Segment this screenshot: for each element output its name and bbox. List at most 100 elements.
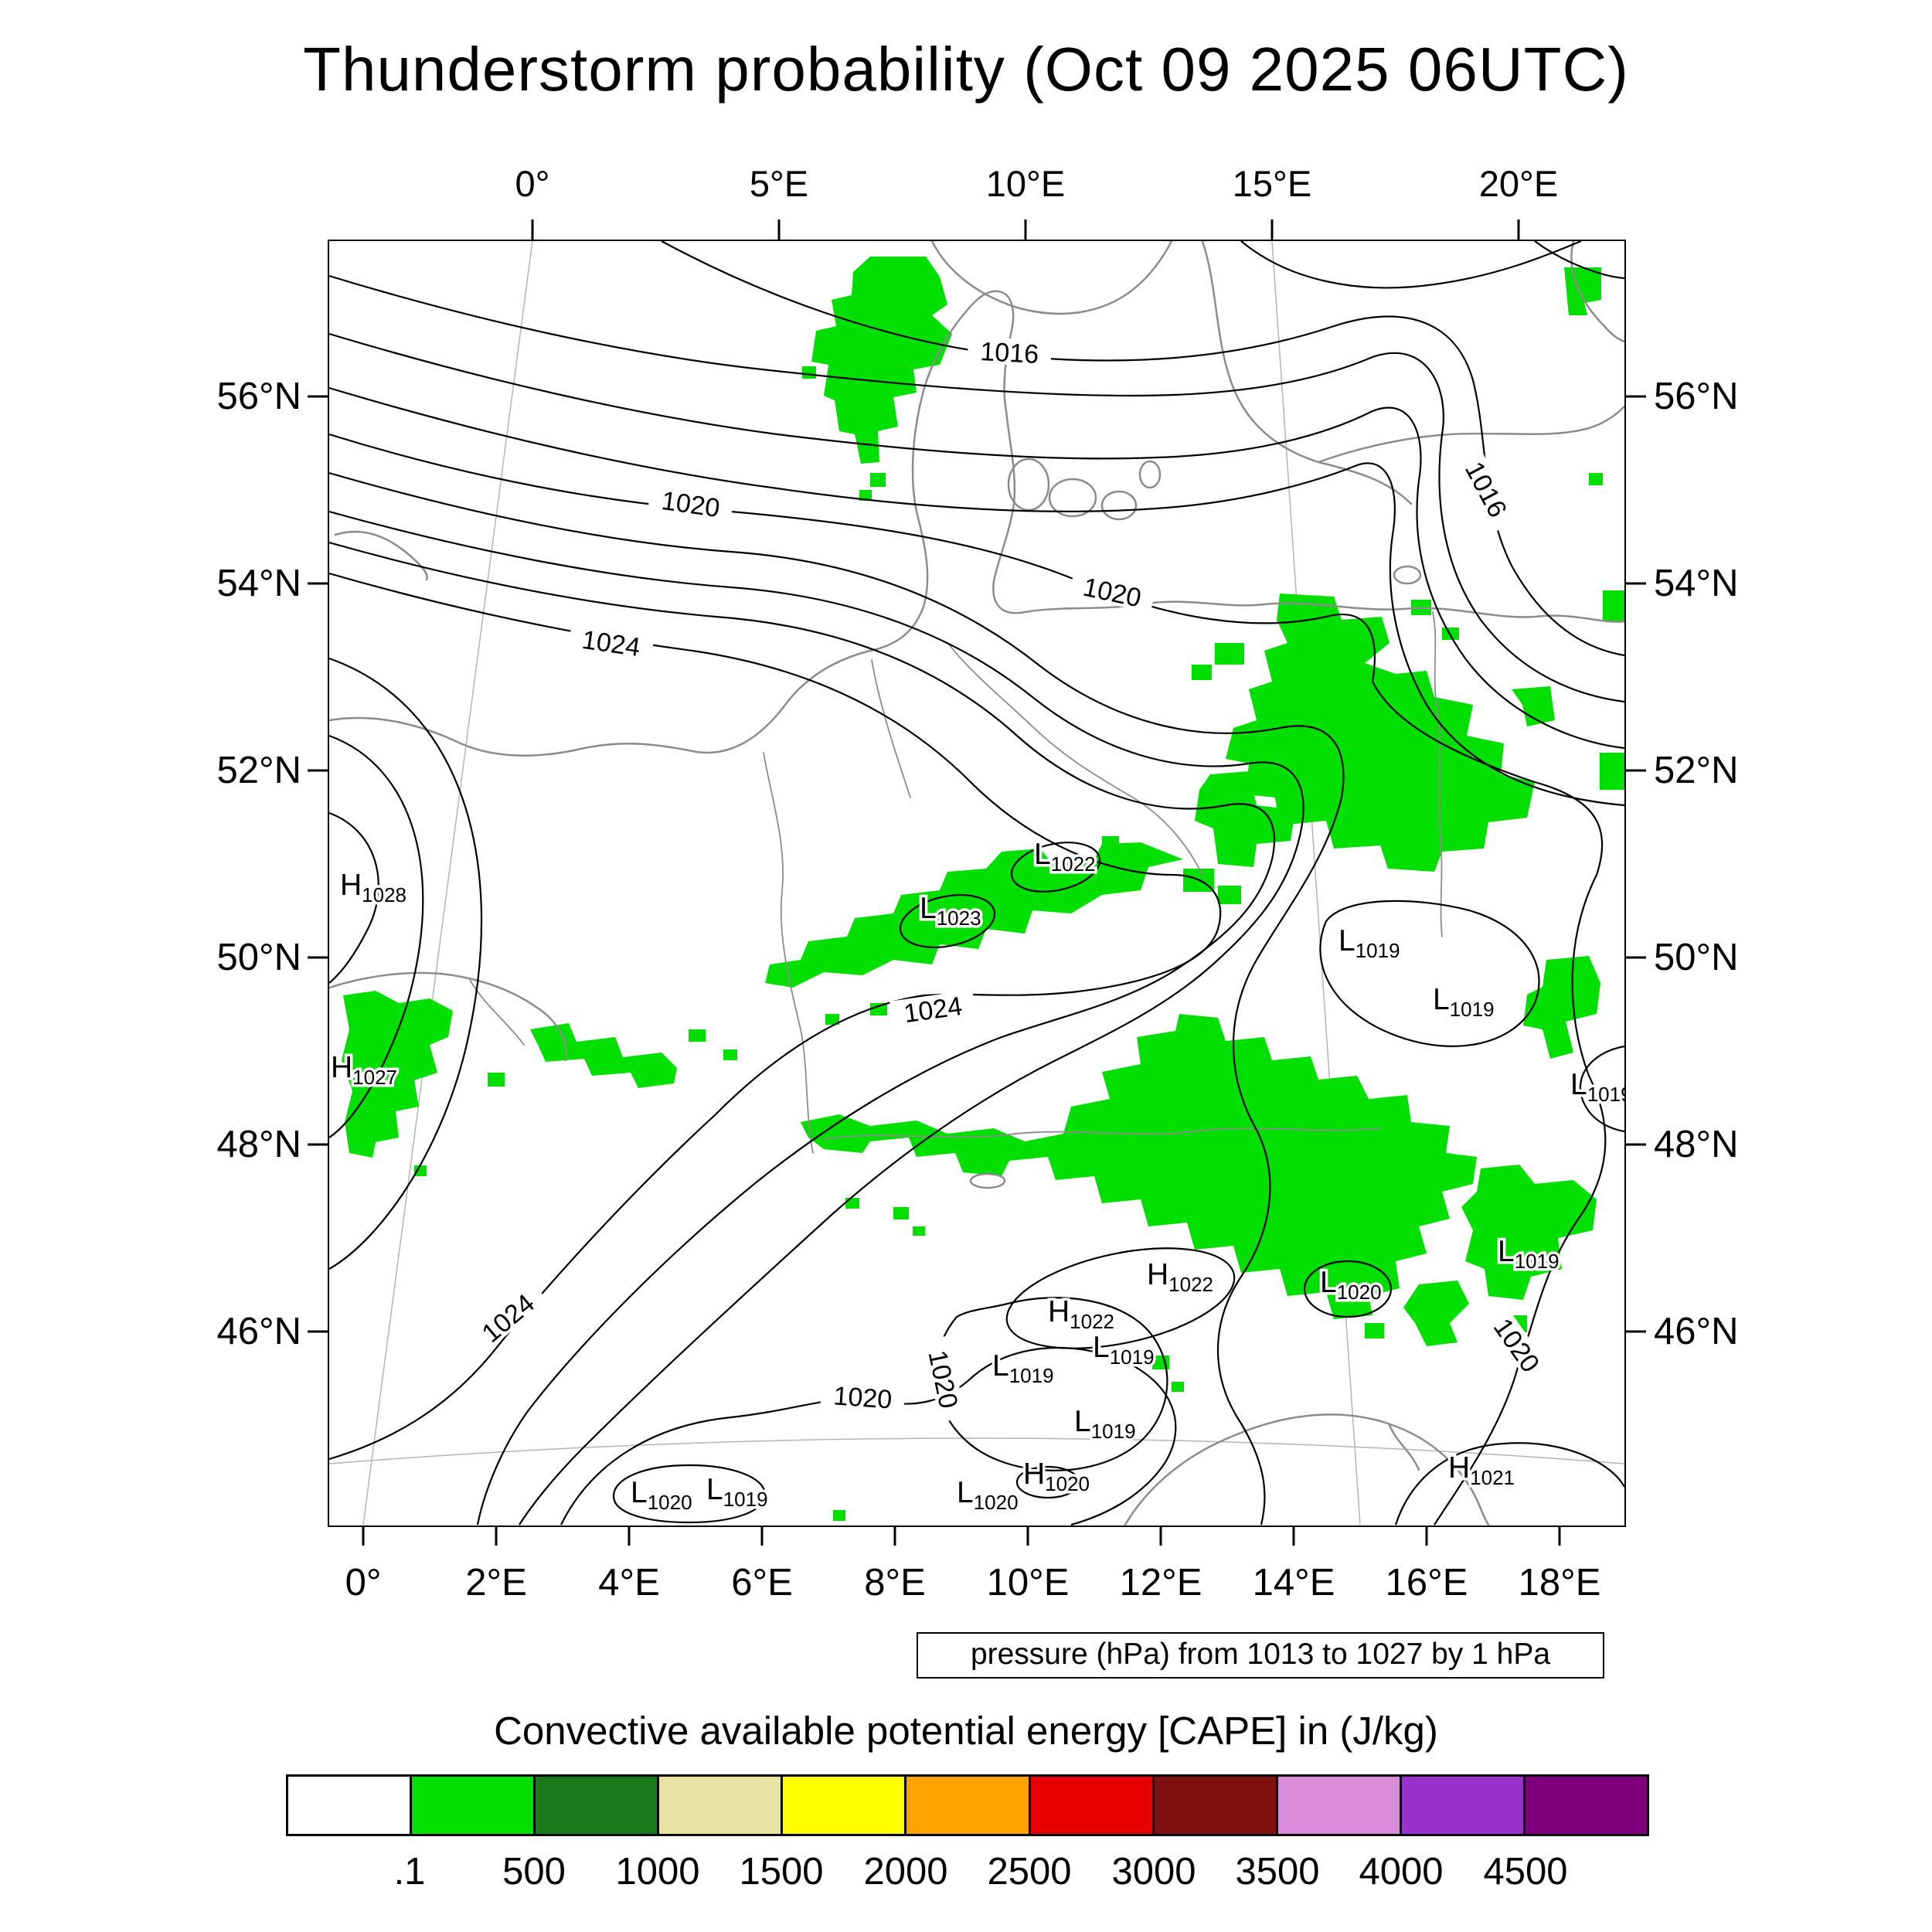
contour-label-text: 1020 (832, 1381, 893, 1414)
cape-patch (801, 1014, 1477, 1319)
pressure-center: H1028 (340, 869, 406, 906)
colorbar-cell (536, 1777, 660, 1834)
cape-patch (1218, 886, 1241, 904)
pressure-center: L1020 (957, 1476, 1019, 1514)
axis-label-left: 50°N (216, 937, 301, 978)
contour-label: 1016 (967, 336, 1053, 369)
coastline-norway (930, 240, 1173, 315)
cape-patch (1589, 473, 1603, 485)
cape-patch (833, 1510, 845, 1521)
pressure-center: L1019 (1570, 1068, 1624, 1106)
contour-label-text: 1016 (979, 337, 1039, 369)
axis-label-top: 15°E (1232, 163, 1312, 204)
axis-label-right: 56°N (1654, 376, 1739, 417)
axis-label-right: 50°N (1654, 937, 1739, 978)
contour-label-text: 1020 (660, 486, 722, 523)
coastline-island (1393, 565, 1422, 585)
colorbar-label: .1 (393, 1851, 426, 1893)
cape-patch (1523, 956, 1600, 1059)
cape-patch (689, 1029, 706, 1042)
colorbar-label: 4000 (1359, 1851, 1444, 1893)
colorbar-cell (659, 1777, 784, 1834)
isobar (328, 433, 1607, 1526)
pressure-caption: pressure (hPa) from 1013 to 1027 by 1 hP… (917, 1632, 1604, 1679)
cape-patch (870, 473, 886, 487)
axis-label-top: 5°E (749, 163, 809, 204)
pressure-center: H1021 (1448, 1451, 1515, 1489)
axis-label-bottom: 4°E (598, 1562, 660, 1604)
colorbar-label: 500 (502, 1851, 566, 1893)
colorbar-label: 1000 (615, 1851, 700, 1893)
pressure-center: L1019 (1093, 1331, 1155, 1369)
cape-patch (845, 1198, 859, 1209)
isobar-closed-low (1319, 900, 1540, 1047)
axis-label-left: 54°N (216, 563, 301, 604)
colorbar-cell (1154, 1777, 1278, 1834)
cape-patch (1172, 1382, 1184, 1392)
cape-patch (414, 1165, 427, 1176)
cape-patch (530, 1023, 677, 1088)
axis-label-bottom: 0° (345, 1562, 382, 1604)
pressure-center: H1022 (1048, 1295, 1114, 1333)
cape-patch (1403, 1281, 1469, 1346)
river-seine (469, 979, 525, 1046)
colorbar-cell (1277, 1777, 1402, 1834)
cape-patch (1192, 665, 1212, 680)
cape-patch (1215, 643, 1244, 665)
colorbar-label: 3000 (1111, 1851, 1196, 1893)
colorbar-label: 1500 (739, 1851, 824, 1893)
axis-label-left: 56°N (216, 376, 301, 417)
contour-label: 1020 (648, 484, 734, 523)
axis-label-left: 48°N (216, 1124, 301, 1165)
cape-patch (1461, 1165, 1597, 1300)
pressure-center: L1019 (706, 1473, 768, 1511)
contour-label: 1020 (820, 1380, 906, 1415)
contour-label: 1016 (1455, 446, 1519, 532)
cape-patch (1603, 590, 1624, 621)
colorbar-label: 3500 (1235, 1851, 1320, 1893)
axis-label-bottom: 12°E (1119, 1562, 1202, 1604)
isobar (1240, 240, 1582, 289)
colorbar-cell (1525, 1777, 1648, 1834)
cape-patch (723, 1049, 737, 1060)
axis-label-bottom: 18°E (1518, 1562, 1601, 1604)
isobar (328, 657, 483, 1270)
cape-patch (1512, 686, 1555, 726)
pressure-center: L1019 (1338, 924, 1400, 962)
axis-label-bottom: 2°E (465, 1562, 527, 1604)
axis-label-right: 52°N (1654, 750, 1739, 791)
cape-colorbar (286, 1774, 1649, 1836)
colorbar-cell (1030, 1777, 1155, 1834)
axis-label-bottom: 8°E (864, 1562, 926, 1604)
map-frame: 1016 1020 1016 1020 1024 1024 1024 1020 … (328, 240, 1634, 1527)
colorbar-label: 2000 (863, 1851, 948, 1893)
cape-shading (342, 257, 1624, 1521)
axis-label-top: 20°E (1478, 163, 1559, 204)
cape-patch (1102, 836, 1119, 850)
lake-constance (969, 1172, 1006, 1189)
contour-label: 1024 (568, 623, 655, 662)
pressure-center: L1019 (1074, 1405, 1136, 1443)
axis-label-left: 46°N (216, 1311, 301, 1352)
cape-patch (1365, 1323, 1384, 1338)
coastline-island (1138, 460, 1162, 489)
river-elbe (948, 644, 1203, 876)
pressure-center: H1022 (1147, 1258, 1213, 1296)
axis-label-bottom: 10°E (986, 1562, 1070, 1604)
contour-label: 1024 (889, 989, 976, 1029)
parallel-45n (328, 1437, 1625, 1464)
cape-patch (811, 257, 952, 464)
cape-patch (802, 366, 816, 379)
colorbar-label: 4500 (1483, 1851, 1568, 1893)
axis-label-left: 52°N (216, 750, 301, 791)
axis-label-bottom: 16°E (1385, 1562, 1468, 1604)
axis-label-top: 10°E (985, 163, 1066, 204)
coastline-istria (1388, 1423, 1420, 1471)
coastline-england (334, 530, 428, 581)
cape-legend-title: Convective available potential energy [C… (494, 1709, 1438, 1753)
contour-label: 1020 (922, 1335, 966, 1423)
axis-label-right: 46°N (1654, 1311, 1739, 1352)
coastline-island (1100, 490, 1138, 521)
cape-patch (488, 1073, 505, 1087)
pressure-center: L1019 (992, 1349, 1054, 1387)
